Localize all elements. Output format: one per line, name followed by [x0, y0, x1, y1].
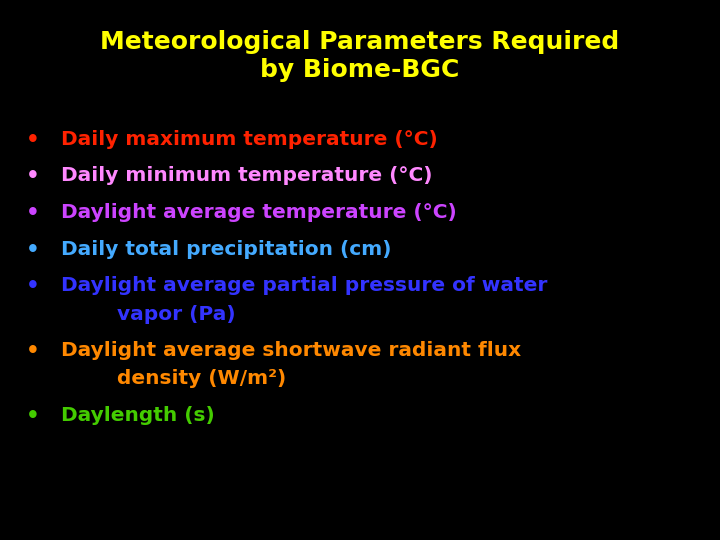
- Text: Daily minimum temperature (°C): Daily minimum temperature (°C): [61, 166, 433, 185]
- Text: Daylength (s): Daylength (s): [61, 406, 215, 425]
- Text: •: •: [25, 203, 40, 223]
- Text: Daily maximum temperature (°C): Daily maximum temperature (°C): [61, 130, 438, 148]
- Text: •: •: [25, 130, 40, 150]
- Text: •: •: [25, 406, 40, 426]
- Text: vapor (Pa): vapor (Pa): [61, 305, 236, 323]
- Text: •: •: [25, 276, 40, 296]
- Text: •: •: [25, 240, 40, 260]
- Text: density (W/m²): density (W/m²): [61, 369, 287, 388]
- Text: •: •: [25, 166, 40, 186]
- Text: Meteorological Parameters Required
by Biome-BGC: Meteorological Parameters Required by Bi…: [100, 30, 620, 83]
- Text: •: •: [25, 341, 40, 361]
- Text: Daylight average shortwave radiant flux: Daylight average shortwave radiant flux: [61, 341, 521, 360]
- Text: Daily total precipitation (cm): Daily total precipitation (cm): [61, 240, 392, 259]
- Text: Daylight average partial pressure of water: Daylight average partial pressure of wat…: [61, 276, 548, 295]
- Text: Daylight average temperature (°C): Daylight average temperature (°C): [61, 203, 457, 222]
